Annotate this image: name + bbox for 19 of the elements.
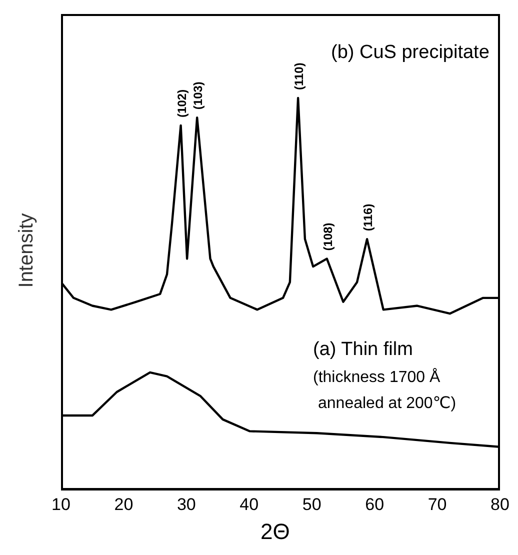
annotation: (102)	[174, 89, 189, 118]
annotation: annealed at 200℃)	[318, 395, 456, 412]
text: (b) CuS precipitate	[331, 42, 490, 63]
y-axis-title: Intensity	[16, 213, 39, 288]
annotation: (a) Thin film	[313, 339, 413, 360]
annotation: (116)	[361, 204, 376, 232]
x-tick-label: 70	[428, 495, 447, 514]
annotation: (thickness 1700 Å	[313, 369, 440, 386]
annotation: (108)	[320, 222, 335, 251]
x-tick-label: 10	[52, 495, 70, 514]
annotation: (110)	[292, 62, 306, 90]
x-axis-title: 2Θ	[260, 519, 290, 545]
x-tick-label: 60	[365, 495, 384, 514]
annotation: (103)	[191, 82, 206, 110]
x-tick-label: 40	[240, 495, 259, 514]
x-tick-label: 80	[490, 495, 510, 514]
x-tick-label: 30	[176, 495, 196, 514]
x-tick-label: 20	[114, 495, 134, 514]
x-tick-label: 50	[302, 495, 322, 514]
